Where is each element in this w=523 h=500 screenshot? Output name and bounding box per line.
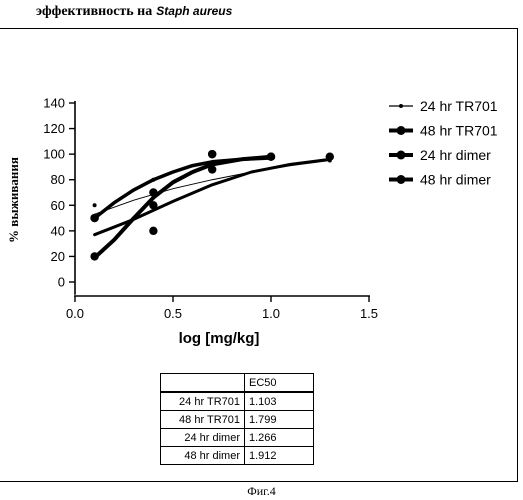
data-point [208, 165, 217, 174]
y-tick-label: 100 [43, 147, 65, 162]
survival-chart: 0 20 40 60 80 100 120 140 0.0 0.5 1.0 1.5 log [mg/kg… [6, 96, 498, 348]
legend-label: 48 hr TR701 [420, 123, 498, 139]
ec50-header: EC50 [244, 373, 314, 393]
heading-text: эффективность на [36, 4, 153, 19]
x-axis-label: log [mg/kg] [179, 330, 260, 347]
figure-frame [0, 28, 518, 482]
ec50-row-name: 48 hr TR701 [160, 410, 245, 429]
x-tick-label: 1.5 [360, 306, 378, 321]
y-tick-label: 0 [58, 275, 65, 290]
y-tick-label: 20 [51, 249, 65, 264]
ec50-row: 24 hr dimer 1.266 [160, 428, 314, 447]
data-point [149, 226, 158, 236]
y-tick-label: 80 [51, 172, 65, 187]
legend-marker [399, 104, 403, 108]
ec50-row-value: 1.266 [244, 428, 314, 447]
ec50-row: 48 hr TR701 1.799 [160, 410, 314, 429]
y-tick-label: 140 [43, 96, 65, 111]
series-line [92, 154, 273, 260]
y-tick-label: 120 [43, 121, 65, 136]
x-tick-label: 0.5 [164, 306, 182, 321]
data-point [90, 252, 99, 261]
figure-heading: эффективность на Staph aureus [36, 4, 232, 20]
legend-label: 24 hr TR701 [420, 98, 498, 114]
series-line [92, 156, 273, 220]
series-line [93, 157, 332, 237]
ec50-row-value: 1.103 [244, 391, 314, 411]
legend-label: 48 hr dimer [420, 172, 491, 188]
ec50-row: 24 hr TR701 1.103 [160, 391, 314, 411]
legend-marker [396, 150, 406, 160]
heading-organism: Staph aureus [156, 4, 233, 18]
data-point [90, 213, 99, 223]
data-point [149, 188, 158, 197]
y-axis-label: % выживания [6, 157, 21, 243]
legend-label: 24 hr dimer [420, 147, 491, 163]
figure-caption: Фиг.4 [247, 484, 276, 498]
legend-marker [396, 126, 406, 135]
ec50-row-name: 48 hr dimer [160, 446, 245, 465]
y-tick-label: 40 [51, 223, 65, 238]
ec50-table: EC50 24 hr TR701 1.103 48 hr TR701 1.799… [160, 373, 314, 465]
data-point [266, 152, 276, 161]
x-tick-label: 1.0 [262, 306, 280, 321]
ec50-row-name: 24 hr TR701 [160, 391, 245, 411]
ec50-row-value: 1.799 [244, 410, 314, 429]
ec50-header-empty [160, 373, 245, 393]
x-tick-label: 0.0 [66, 306, 84, 321]
data-point [208, 149, 217, 159]
y-tick-label: 60 [51, 198, 65, 213]
data-point [92, 203, 97, 208]
ec50-header-row: EC50 [160, 373, 314, 393]
ec50-row-value: 1.912 [244, 446, 314, 465]
ec50-row-name: 24 hr dimer [160, 428, 245, 447]
legend-marker [396, 175, 406, 184]
data-point [325, 152, 334, 161]
data-point [149, 201, 158, 210]
ec50-row: 48 hr dimer 1.912 [160, 446, 314, 465]
